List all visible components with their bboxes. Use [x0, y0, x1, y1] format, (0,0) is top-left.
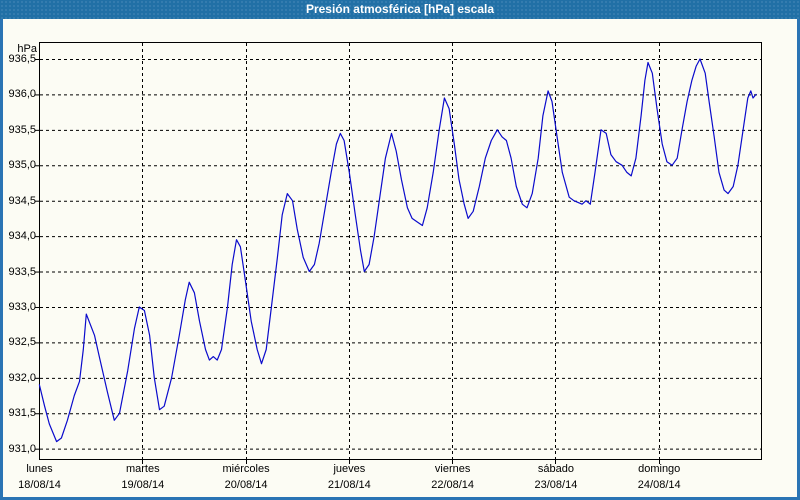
- window-title-bar: Presión atmosférica [hPa] escala: [0, 0, 800, 19]
- y-axis-label: 936,0: [8, 88, 36, 101]
- window-border-left: [0, 19, 3, 500]
- x-axis-day-name-label: viernes: [434, 463, 471, 475]
- x-axis-day-name-label: miércoles: [222, 463, 270, 475]
- x-axis-day-date-label: 21/08/14: [327, 479, 371, 491]
- x-axis-day-date-label: 20/08/14: [224, 479, 268, 491]
- pressure-chart-plot: [35, 42, 762, 464]
- y-axis-label: 932,0: [8, 371, 36, 384]
- x-axis-day-date-label: 24/08/14: [637, 479, 681, 491]
- y-axis-label: 931,5: [8, 407, 36, 420]
- x-axis-day-date-label: 22/08/14: [431, 479, 475, 491]
- window-border-bottom: [0, 497, 800, 500]
- window-title: Presión atmosférica [hPa] escala: [305, 2, 495, 16]
- x-axis-day-date-label: 18/08/14: [18, 479, 61, 491]
- x-axis-day-name-label: domingo: [638, 463, 681, 475]
- window-border-right: [797, 19, 800, 500]
- y-axis-label: 934,0: [8, 230, 36, 243]
- y-axis-label: 932,5: [8, 336, 36, 349]
- x-axis-day-name-label: jueves: [333, 463, 366, 475]
- x-axis-day-name-label: martes: [125, 463, 160, 475]
- y-axis-label: 933,5: [8, 265, 36, 278]
- y-axis-label: 931,0: [8, 442, 36, 455]
- x-axis-day-date-label: 19/08/14: [121, 479, 165, 491]
- y-axis-label: 935,0: [8, 159, 36, 172]
- x-axis-day-name-label: lunes: [26, 463, 53, 475]
- x-axis-day-name-label: sábado: [537, 463, 574, 475]
- y-axis-label: 935,5: [8, 123, 36, 136]
- plot-frame: [39, 42, 762, 460]
- y-axis-label: 934,5: [8, 194, 36, 207]
- y-axis-unit-label: hPa: [17, 43, 37, 55]
- y-axis-label: 933,0: [8, 300, 36, 313]
- x-axis-day-date-label: 23/08/14: [534, 479, 578, 491]
- pressure-line-series: [38, 58, 757, 443]
- y-axis-label: 936,5: [8, 53, 36, 65]
